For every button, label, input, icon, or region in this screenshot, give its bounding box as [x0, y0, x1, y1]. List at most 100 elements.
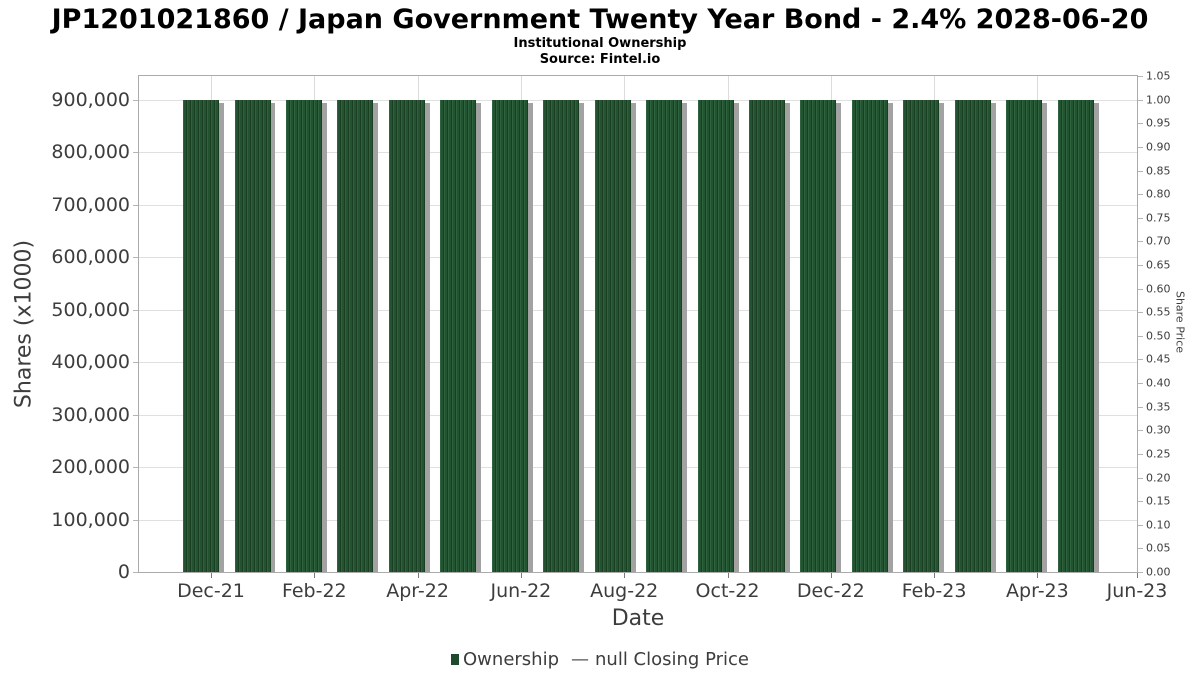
y-tick-label: 600,000: [51, 246, 130, 269]
y2-tick-mark: [1138, 265, 1143, 266]
bar: [646, 99, 683, 572]
bar-shadow: [321, 102, 327, 572]
y2-tick-label: 1.05: [1146, 69, 1171, 83]
y-tick-label: 900,000: [51, 88, 130, 111]
y2-tick-label: 0.30: [1146, 423, 1171, 437]
y2-tick-mark: [1138, 406, 1143, 408]
bar-shadow: [373, 102, 379, 572]
plot-area: [138, 75, 1138, 573]
legend-price-label: null Closing Price: [595, 648, 749, 670]
y-tick-mark: [133, 152, 138, 154]
bar: [285, 99, 322, 572]
x-tick-mark: [624, 573, 626, 578]
y2-tick-mark: [1138, 524, 1143, 526]
x-tick-mark: [830, 573, 832, 578]
y-tick-mark: [133, 204, 138, 206]
grid-line-h: [139, 414, 1137, 416]
y2-tick-mark: [1138, 477, 1143, 479]
y2-tick-label: 1.00: [1146, 93, 1171, 107]
x-tick-label: Jun-23: [1106, 580, 1168, 602]
y2-tick-label: 0.35: [1146, 400, 1171, 414]
y2-tick-label: 0.90: [1146, 140, 1171, 154]
y2-tick-label: 0.75: [1146, 211, 1171, 225]
y2-tick-mark: [1138, 123, 1143, 125]
x-tick-label: Aug-22: [590, 580, 659, 602]
chart-title: JP1201021860 / Japan Government Twenty Y…: [51, 4, 1149, 35]
y-tick-label: 400,000: [51, 351, 130, 374]
x-axis-title: Date: [611, 606, 665, 631]
y2-tick-mark: [1138, 288, 1143, 290]
bar: [337, 99, 374, 572]
bar: [1057, 99, 1094, 572]
y2-tick-label: 0.85: [1146, 164, 1171, 177]
bar: [697, 99, 734, 572]
bar-shadow: [1093, 102, 1099, 572]
legend: Ownership — null Closing Price: [0, 647, 1200, 671]
y2-tick-mark: [1138, 217, 1143, 219]
bar-shadow: [476, 102, 482, 572]
y-tick-label: 100,000: [51, 508, 130, 531]
y2-tick-label: 0.95: [1146, 116, 1171, 130]
grid-line-h: [139, 204, 1137, 206]
x-tick-label: Jun-22: [490, 580, 552, 602]
x-tick-label: Apr-22: [386, 580, 449, 602]
y-tick-mark: [133, 99, 138, 101]
x-tick-label: Feb-23: [901, 580, 967, 602]
x-tick-label: Dec-21: [177, 580, 245, 602]
x-tick-mark: [1137, 573, 1138, 578]
x-tick-label: Dec-22: [796, 580, 865, 602]
grid-line-h: [139, 519, 1137, 521]
y-tick-mark: [133, 519, 138, 521]
y2-tick-label: 0.55: [1146, 305, 1171, 319]
y2-tick-label: 0.05: [1146, 541, 1171, 555]
y-tick-label: 800,000: [51, 141, 130, 164]
chart-source: Source: Fintel.io: [539, 52, 661, 67]
y2-tick-label: 0.20: [1146, 471, 1171, 484]
x-tick-mark: [1037, 573, 1039, 578]
bar-shadow: [1042, 102, 1048, 572]
bar-shadow: [733, 102, 739, 572]
y2-tick-label: 0.25: [1146, 447, 1171, 461]
y2-tick-mark: [1138, 430, 1143, 432]
y2-tick-mark: [1138, 99, 1143, 101]
x-tick-mark: [520, 573, 522, 578]
legend-ownership-label: Ownership: [463, 648, 560, 670]
x-tick-mark: [314, 573, 316, 578]
y-tick-label: 500,000: [51, 298, 130, 321]
price-line-icon: —: [571, 648, 590, 670]
y2-tick-label: 0.00: [1146, 565, 1171, 579]
y2-tick-label: 0.65: [1146, 258, 1171, 272]
y2-tick-mark: [1138, 312, 1143, 314]
y2-tick-label: 0.80: [1146, 187, 1171, 201]
y2-tick-mark: [1138, 572, 1143, 573]
grid-line-h: [139, 309, 1137, 311]
y2-tick-mark: [1138, 194, 1143, 196]
y2-tick-label: 0.15: [1146, 494, 1171, 508]
bar: [234, 99, 271, 572]
bar-shadow: [527, 102, 533, 572]
bar-shadow: [887, 102, 893, 572]
y2-tick-label: 0.60: [1146, 282, 1171, 296]
y2-tick-label: 0.40: [1146, 376, 1171, 390]
y-tick-label: 300,000: [51, 403, 130, 426]
bar-shadow: [219, 102, 224, 572]
bar: [440, 99, 477, 572]
y2-tick-label: 0.45: [1146, 352, 1171, 366]
y-tick-label: 200,000: [51, 456, 130, 478]
bar: [594, 99, 631, 572]
x-tick-mark: [417, 573, 419, 578]
y2-tick-label: 0.70: [1146, 234, 1171, 248]
bar: [851, 99, 888, 572]
bar: [903, 99, 940, 572]
y2-tick-mark: [1138, 453, 1143, 455]
bar: [800, 99, 837, 572]
x-tick-label: Apr-23: [1006, 580, 1069, 602]
grid-line-h: [139, 257, 1137, 259]
bar-shadow: [630, 102, 636, 572]
right-axis-title: Share Price: [1173, 290, 1187, 354]
bar-shadow: [270, 102, 276, 572]
y2-tick-mark: [1138, 76, 1143, 77]
bar-shadow: [836, 102, 842, 572]
x-tick-label: Oct-22: [695, 580, 760, 602]
y2-tick-mark: [1138, 146, 1143, 148]
